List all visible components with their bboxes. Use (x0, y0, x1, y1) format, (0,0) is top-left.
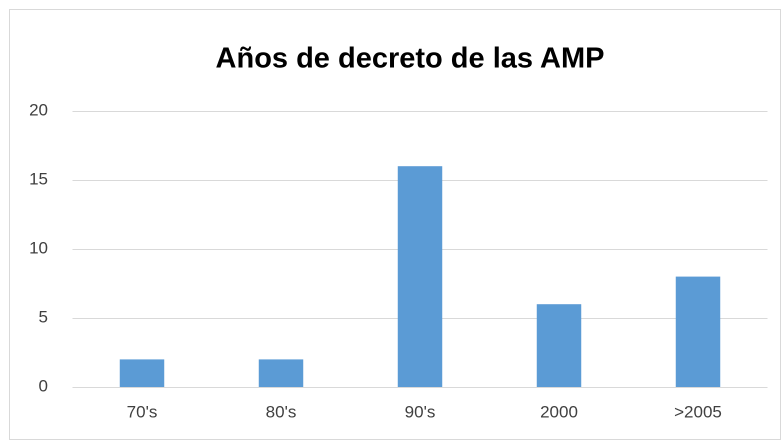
chart-title: Años de decreto de las AMP (216, 43, 605, 75)
y-tick-label: 5 (39, 307, 48, 326)
bar (258, 359, 304, 387)
bar (397, 166, 443, 387)
x-tick-label: >2005 (674, 402, 722, 421)
x-tick-label: 80's (266, 402, 297, 421)
y-tick-label: 20 (29, 100, 48, 119)
y-tick-label: 0 (39, 376, 48, 395)
y-tick-label: 10 (29, 238, 48, 257)
bar (119, 359, 165, 387)
x-tick-label: 90's (405, 402, 436, 421)
bar (675, 276, 721, 387)
x-tick-label: 2000 (540, 402, 578, 421)
bar (536, 304, 582, 387)
y-tick-label: 15 (29, 169, 48, 188)
x-tick-label: 70's (127, 402, 158, 421)
